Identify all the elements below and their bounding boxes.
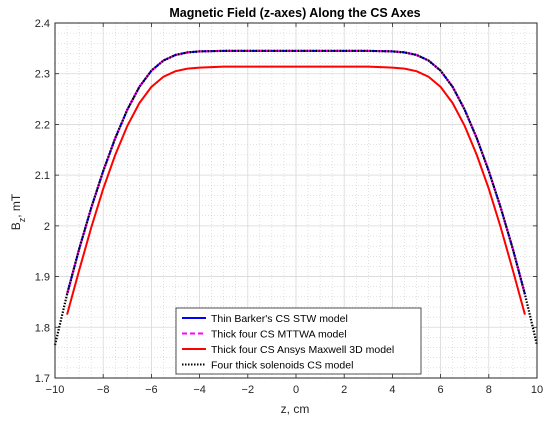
- x-tick-label: 4: [389, 384, 395, 396]
- x-axis-label: z, cm: [281, 402, 310, 416]
- x-tick-label: 0: [293, 384, 299, 396]
- x-tick-label: 6: [438, 384, 444, 396]
- x-tick-label: −2: [242, 384, 255, 396]
- y-tick-label: 2: [44, 221, 50, 233]
- legend-entry-label: Thin Barker's CS STW model: [211, 313, 348, 325]
- legend: Thin Barker's CS STW model Thick four CS …: [175, 307, 422, 375]
- y-tick-label: 1.8: [35, 322, 50, 334]
- y-tick-label: 1.9: [35, 272, 50, 284]
- y-tick-label: 1.7: [35, 373, 50, 385]
- x-tick-label: 8: [486, 384, 492, 396]
- legend-entry-label: Thick four CS Ansys Maxwell 3D model: [211, 344, 394, 356]
- legend-entry-label: Thick four CS MTTWA model: [211, 329, 347, 341]
- y-tick-label: 2.4: [35, 18, 50, 30]
- y-axis-label-subscript: z: [17, 217, 27, 222]
- legend-box: [175, 307, 422, 375]
- y-tick-label: 2.2: [35, 119, 50, 131]
- y-tick-label: 2.1: [35, 170, 50, 182]
- series-layer: [53, 49, 539, 346]
- y-axis-label-suffix: , mT: [9, 193, 23, 218]
- y-axis-label-main: B: [9, 222, 23, 230]
- series-line-4: [53, 49, 539, 346]
- x-tick-label: −8: [97, 384, 110, 396]
- series-line-3: [66, 65, 526, 315]
- legend-entry-label: Four thick solenoids CS model: [211, 360, 353, 372]
- y-axis-label: Bz, mT: [9, 193, 27, 230]
- y-tick-label: 2.3: [35, 69, 50, 81]
- x-tick-label: 10: [531, 384, 543, 396]
- x-tick-label: −6: [145, 384, 158, 396]
- x-tick-label: 2: [341, 384, 347, 396]
- x-tick-label: −4: [193, 384, 206, 396]
- chart-title: Magnetic Field (z-axes) Along the CS Axe…: [169, 6, 420, 20]
- x-axis-ticks: −10 −8 −6 −4 −2 0 2 4 6 8 10: [46, 23, 543, 396]
- x-tick-label: −10: [46, 384, 65, 396]
- y-axis-ticks: 1.7 1.8 1.9 2 2.1 2.2 2.3 2.4: [35, 18, 537, 385]
